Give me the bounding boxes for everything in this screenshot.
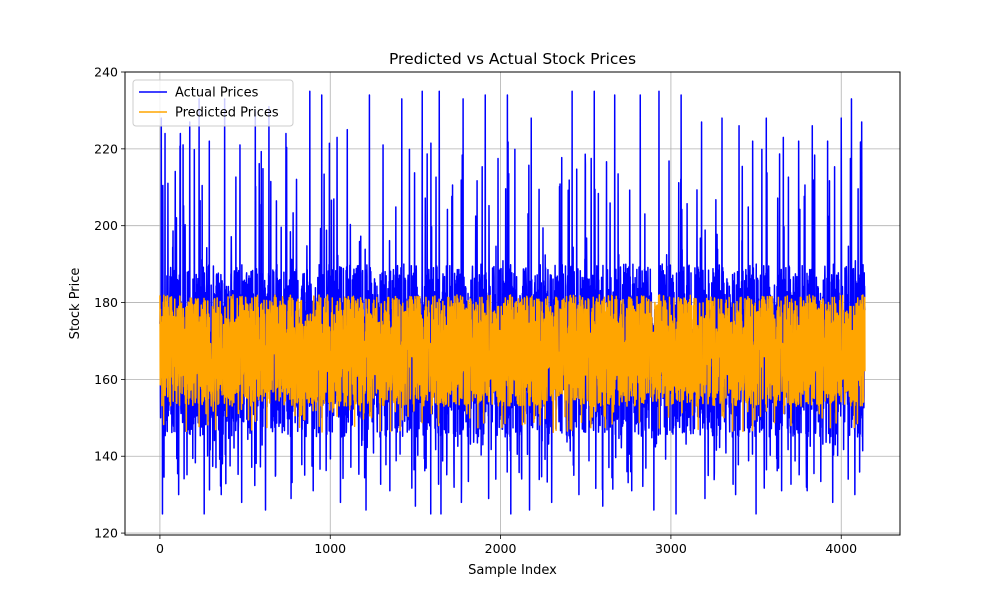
y-tick-label: 240 [94, 65, 118, 80]
chart-title: Predicted vs Actual Stock Prices [389, 50, 636, 68]
x-tick-label: 3000 [655, 541, 687, 556]
y-axis-label: Stock Price [68, 268, 83, 340]
legend-label-predicted: Predicted Prices [175, 106, 279, 121]
x-axis-label: Sample Index [468, 563, 557, 578]
plot-area-frame [124, 71, 901, 536]
series-layer [159, 90, 866, 515]
axes: 0 1000 2000 3000 4000 120 140 160 180 200 220 240 [94, 65, 857, 557]
y-tick-label: 140 [94, 449, 118, 464]
legend-box [132, 79, 294, 127]
y-tick-label: 120 [94, 526, 118, 541]
legend-label-actual: Actual Prices [175, 86, 259, 101]
legend: Actual Prices Predicted Prices [132, 79, 294, 127]
y-tick-label: 180 [94, 295, 118, 310]
series-predicted-prices [159, 294, 866, 434]
x-tick-label: 1000 [314, 541, 346, 556]
y-tick-label: 160 [94, 372, 118, 387]
y-tick-label: 200 [94, 218, 118, 233]
x-tick-label: 0 [156, 541, 164, 556]
x-tick-label: 4000 [825, 541, 857, 556]
x-tick-label: 2000 [485, 541, 517, 556]
y-tick-label: 220 [94, 141, 118, 156]
